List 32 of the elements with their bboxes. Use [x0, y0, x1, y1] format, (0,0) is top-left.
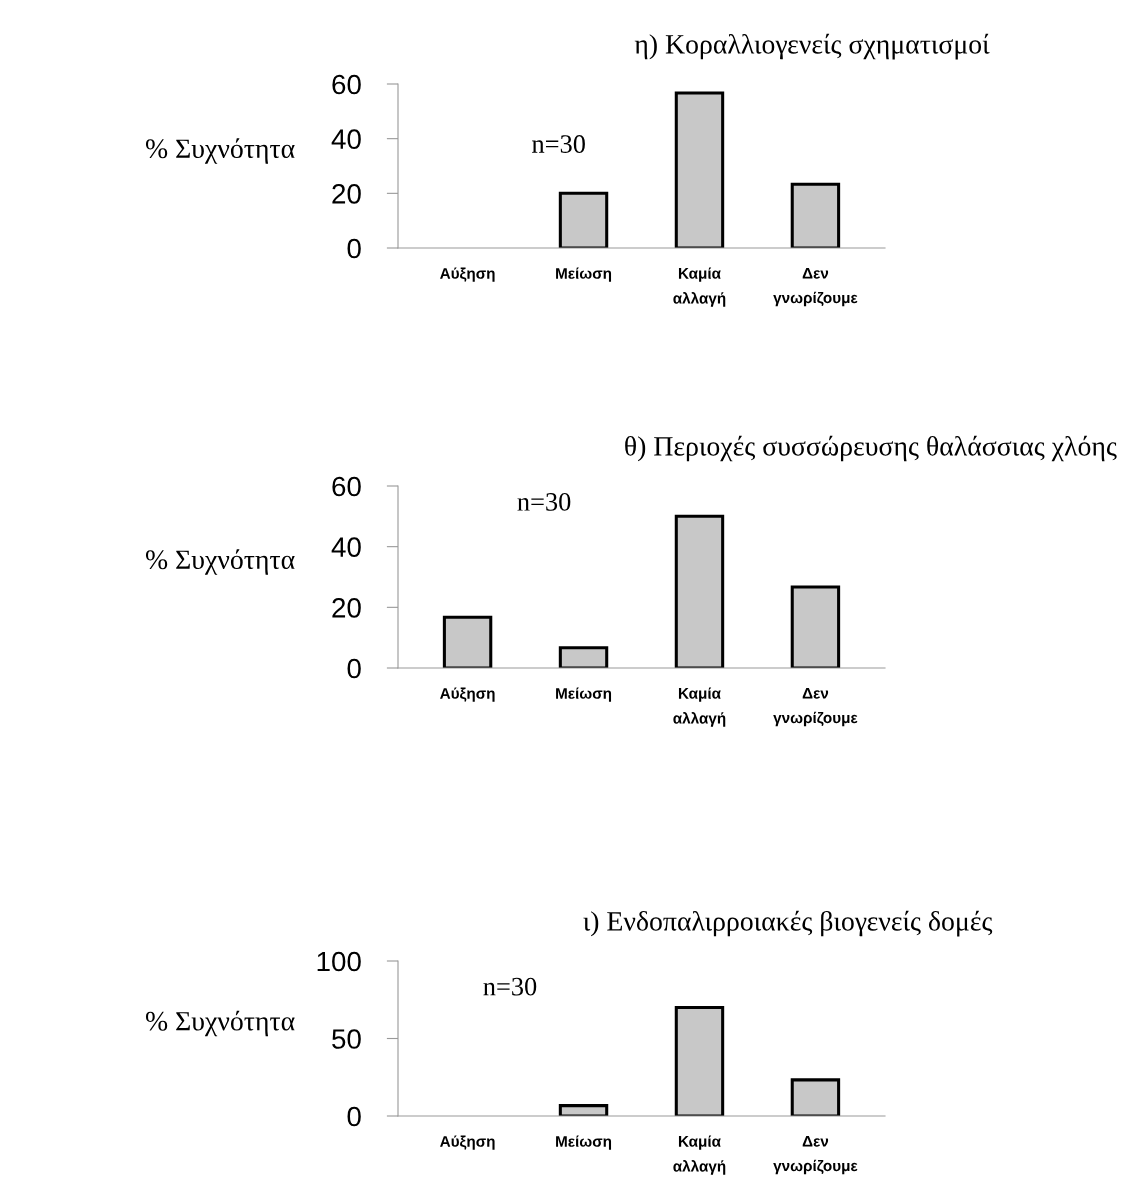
x-tick-label: Καμία αλλαγή — [673, 1135, 726, 1175]
x-tick-label: Δεν γνωρίζουμε — [773, 1136, 858, 1175]
y-tick-label: 0 — [347, 658, 361, 679]
annotation: n=30 — [532, 135, 585, 153]
x-tick-label: Μείωση — [556, 1135, 612, 1150]
y-tick-label: 100 — [317, 951, 361, 972]
y-tick-label: 40 — [331, 537, 361, 558]
y-tick-label: 60 — [332, 74, 361, 95]
y-tick-label: 0 — [347, 1106, 361, 1127]
x-tick-label: Αύξηση — [440, 1135, 495, 1150]
x-tick-label: Μείωση — [556, 687, 612, 702]
annotation: n=30 — [483, 977, 537, 996]
x-tick-label: Αύξηση — [440, 267, 495, 282]
y-axis-title: % Συχνότητα — [145, 549, 295, 575]
y-tick-label: 20 — [332, 598, 361, 618]
annotation: n=30 — [517, 493, 571, 511]
x-tick-label: Καμία αλλαγή — [673, 267, 726, 307]
y-tick-label: 50 — [332, 1029, 361, 1049]
chart-title: ι) Ενδοπαλιρροιακές βιογενείς δομές — [583, 910, 993, 937]
y-tick-label: 60 — [332, 476, 361, 497]
y-tick-label: 20 — [332, 184, 361, 204]
y-axis-title: % Συχνότητα — [145, 1010, 295, 1037]
y-axis-title: % Συχνότητα — [145, 138, 295, 164]
y-tick-label: 40 — [331, 129, 361, 150]
x-tick-label: Καμία αλλαγή — [673, 687, 726, 727]
chart-title: θ) Περιοχές συσσώρευσης θαλάσσιας χλόης — [625, 435, 1117, 462]
x-tick-label: Μείωση — [556, 267, 612, 282]
x-tick-label: Δεν γνωρίζουμε — [773, 268, 858, 307]
x-tick-label: Δεν γνωρίζουμε — [773, 688, 858, 727]
chart-title: η) Κοραλλιογενείς σχηματισμοί — [634, 33, 990, 60]
y-tick-label: 0 — [347, 238, 361, 259]
x-tick-label: Αύξηση — [440, 687, 495, 702]
